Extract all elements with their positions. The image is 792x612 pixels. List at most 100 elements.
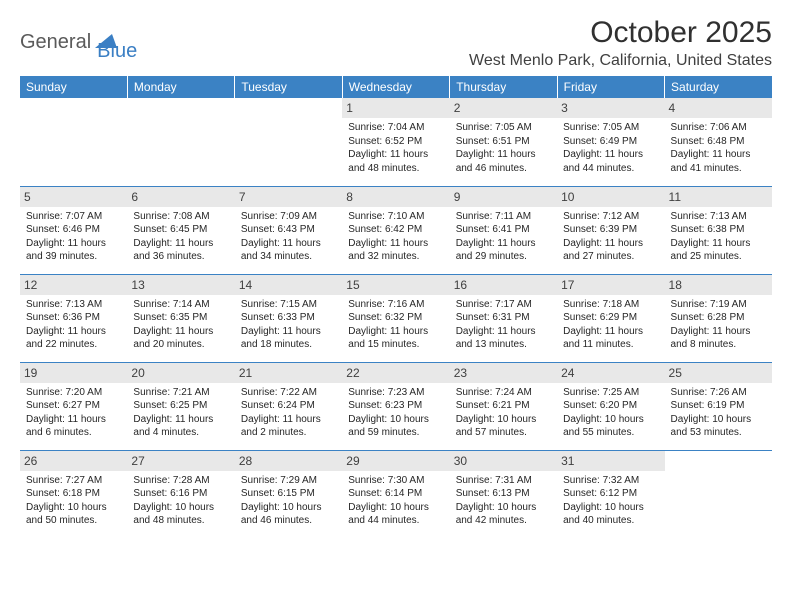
sunset-line: Sunset: 6:24 PM (241, 399, 336, 413)
calendar-day-cell: 5Sunrise: 7:07 AMSunset: 6:46 PMDaylight… (20, 186, 127, 274)
calendar-day-cell: 28Sunrise: 7:29 AMSunset: 6:15 PMDayligh… (235, 450, 342, 538)
daylight-line: Daylight: 10 hours and 46 minutes. (241, 501, 336, 528)
sunset-line: Sunset: 6:23 PM (348, 399, 443, 413)
day-number: 17 (557, 275, 664, 295)
sunrise-line: Sunrise: 7:12 AM (563, 210, 658, 224)
daylight-line: Daylight: 11 hours and 44 minutes. (563, 148, 658, 175)
page-title: October 2025 (469, 16, 772, 50)
daylight-line: Daylight: 11 hours and 20 minutes. (133, 325, 228, 352)
calendar-day-cell: 27Sunrise: 7:28 AMSunset: 6:16 PMDayligh… (127, 450, 234, 538)
calendar-day-cell: 9Sunrise: 7:11 AMSunset: 6:41 PMDaylight… (450, 186, 557, 274)
calendar-day-cell: 17Sunrise: 7:18 AMSunset: 6:29 PMDayligh… (557, 274, 664, 362)
sunrise-line: Sunrise: 7:20 AM (26, 386, 121, 400)
calendar-day-cell: 19Sunrise: 7:20 AMSunset: 6:27 PMDayligh… (20, 362, 127, 450)
sunrise-line: Sunrise: 7:10 AM (348, 210, 443, 224)
daylight-line: Daylight: 11 hours and 39 minutes. (26, 237, 121, 264)
sunrise-line: Sunrise: 7:09 AM (241, 210, 336, 224)
calendar-day-cell: 3Sunrise: 7:05 AMSunset: 6:49 PMDaylight… (557, 98, 664, 186)
header: General Blue October 2025 West Menlo Par… (20, 16, 772, 70)
sunrise-line: Sunrise: 7:15 AM (241, 298, 336, 312)
calendar-day-cell (235, 98, 342, 186)
day-number: 7 (235, 187, 342, 207)
day-number: 24 (557, 363, 664, 383)
sunset-line: Sunset: 6:52 PM (348, 135, 443, 149)
daylight-line: Daylight: 11 hours and 4 minutes. (133, 413, 228, 440)
daylight-line: Daylight: 11 hours and 32 minutes. (348, 237, 443, 264)
sunset-line: Sunset: 6:33 PM (241, 311, 336, 325)
sunset-line: Sunset: 6:28 PM (671, 311, 766, 325)
sunset-line: Sunset: 6:29 PM (563, 311, 658, 325)
sunset-line: Sunset: 6:45 PM (133, 223, 228, 237)
col-wednesday: Wednesday (342, 76, 449, 98)
sunrise-line: Sunrise: 7:17 AM (456, 298, 551, 312)
day-number: 21 (235, 363, 342, 383)
daylight-line: Daylight: 11 hours and 29 minutes. (456, 237, 551, 264)
daylight-line: Daylight: 10 hours and 42 minutes. (456, 501, 551, 528)
day-number: 3 (557, 98, 664, 118)
day-number: 11 (665, 187, 772, 207)
daylight-line: Daylight: 10 hours and 53 minutes. (671, 413, 766, 440)
day-number: 8 (342, 187, 449, 207)
col-saturday: Saturday (665, 76, 772, 98)
sunrise-line: Sunrise: 7:19 AM (671, 298, 766, 312)
calendar-week-row: 26Sunrise: 7:27 AMSunset: 6:18 PMDayligh… (20, 450, 772, 538)
sunset-line: Sunset: 6:16 PM (133, 487, 228, 501)
sunrise-line: Sunrise: 7:13 AM (671, 210, 766, 224)
day-number: 19 (20, 363, 127, 383)
calendar-body: 1Sunrise: 7:04 AMSunset: 6:52 PMDaylight… (20, 98, 772, 538)
sunset-line: Sunset: 6:38 PM (671, 223, 766, 237)
day-number: 26 (20, 451, 127, 471)
sunset-line: Sunset: 6:36 PM (26, 311, 121, 325)
daylight-line: Daylight: 10 hours and 59 minutes. (348, 413, 443, 440)
col-monday: Monday (127, 76, 234, 98)
sunrise-line: Sunrise: 7:18 AM (563, 298, 658, 312)
calendar-day-cell: 25Sunrise: 7:26 AMSunset: 6:19 PMDayligh… (665, 362, 772, 450)
day-number: 27 (127, 451, 234, 471)
sunrise-line: Sunrise: 7:06 AM (671, 121, 766, 135)
daylight-line: Daylight: 11 hours and 41 minutes. (671, 148, 766, 175)
sunset-line: Sunset: 6:21 PM (456, 399, 551, 413)
daylight-line: Daylight: 11 hours and 25 minutes. (671, 237, 766, 264)
day-number: 4 (665, 98, 772, 118)
daylight-line: Daylight: 11 hours and 34 minutes. (241, 237, 336, 264)
day-number: 15 (342, 275, 449, 295)
calendar-day-cell (20, 98, 127, 186)
day-number: 9 (450, 187, 557, 207)
col-friday: Friday (557, 76, 664, 98)
daylight-line: Daylight: 11 hours and 46 minutes. (456, 148, 551, 175)
calendar-day-cell: 22Sunrise: 7:23 AMSunset: 6:23 PMDayligh… (342, 362, 449, 450)
daylight-line: Daylight: 11 hours and 48 minutes. (348, 148, 443, 175)
daylight-line: Daylight: 10 hours and 40 minutes. (563, 501, 658, 528)
sunrise-line: Sunrise: 7:30 AM (348, 474, 443, 488)
calendar-day-cell: 13Sunrise: 7:14 AMSunset: 6:35 PMDayligh… (127, 274, 234, 362)
sunset-line: Sunset: 6:25 PM (133, 399, 228, 413)
sunset-line: Sunset: 6:49 PM (563, 135, 658, 149)
daylight-line: Daylight: 11 hours and 36 minutes. (133, 237, 228, 264)
daylight-line: Daylight: 10 hours and 50 minutes. (26, 501, 121, 528)
sunrise-line: Sunrise: 7:32 AM (563, 474, 658, 488)
col-thursday: Thursday (450, 76, 557, 98)
daylight-line: Daylight: 11 hours and 18 minutes. (241, 325, 336, 352)
daylight-line: Daylight: 11 hours and 13 minutes. (456, 325, 551, 352)
daylight-line: Daylight: 11 hours and 2 minutes. (241, 413, 336, 440)
calendar-day-cell: 24Sunrise: 7:25 AMSunset: 6:20 PMDayligh… (557, 362, 664, 450)
sunset-line: Sunset: 6:46 PM (26, 223, 121, 237)
calendar-day-cell: 18Sunrise: 7:19 AMSunset: 6:28 PMDayligh… (665, 274, 772, 362)
day-number: 16 (450, 275, 557, 295)
sunrise-line: Sunrise: 7:26 AM (671, 386, 766, 400)
calendar-day-cell: 26Sunrise: 7:27 AMSunset: 6:18 PMDayligh… (20, 450, 127, 538)
sunrise-line: Sunrise: 7:11 AM (456, 210, 551, 224)
calendar-day-cell: 10Sunrise: 7:12 AMSunset: 6:39 PMDayligh… (557, 186, 664, 274)
sunrise-line: Sunrise: 7:21 AM (133, 386, 228, 400)
sunset-line: Sunset: 6:31 PM (456, 311, 551, 325)
logo: General Blue (20, 16, 137, 63)
sunrise-line: Sunrise: 7:14 AM (133, 298, 228, 312)
sunset-line: Sunset: 6:35 PM (133, 311, 228, 325)
sunrise-line: Sunrise: 7:04 AM (348, 121, 443, 135)
title-block: October 2025 West Menlo Park, California… (469, 16, 772, 70)
sunset-line: Sunset: 6:20 PM (563, 399, 658, 413)
calendar-table: Sunday Monday Tuesday Wednesday Thursday… (20, 76, 772, 538)
sunset-line: Sunset: 6:42 PM (348, 223, 443, 237)
daylight-line: Daylight: 10 hours and 48 minutes. (133, 501, 228, 528)
sunset-line: Sunset: 6:48 PM (671, 135, 766, 149)
